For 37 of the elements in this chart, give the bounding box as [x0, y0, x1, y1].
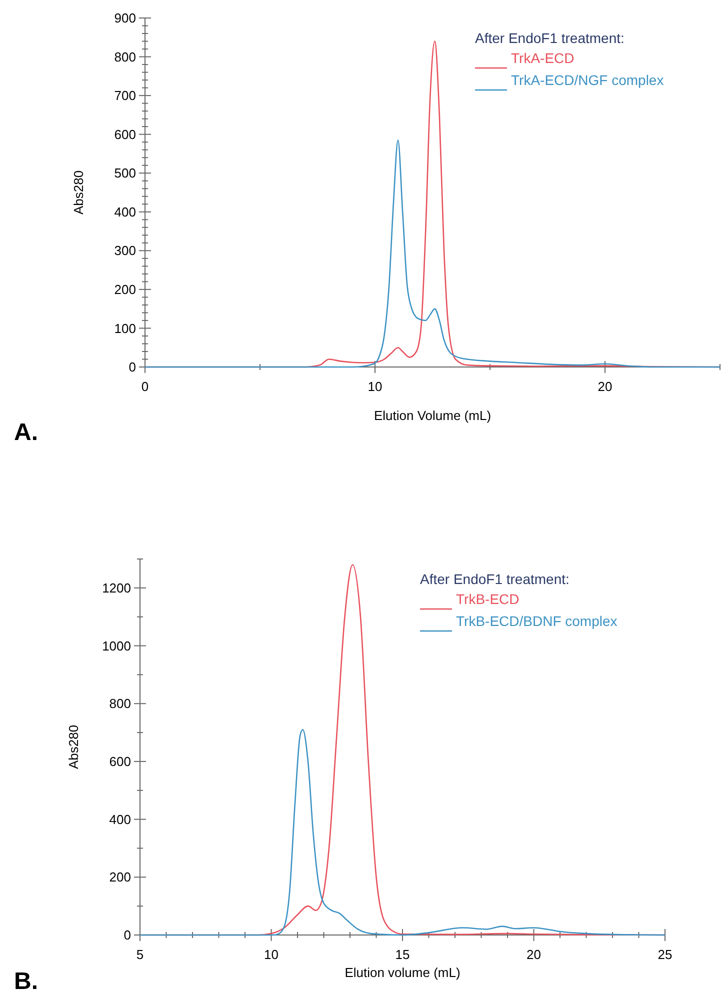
legend-title: After EndoF1 treatment:: [475, 30, 624, 46]
text: TrkA-ECD/NGF complex: [511, 72, 664, 88]
y-tick-label: 200: [109, 870, 131, 885]
x-tick-label: 0: [141, 379, 149, 394]
y-tick-label: 600: [109, 754, 131, 770]
y-tick-label: 900: [114, 10, 136, 26]
y-tick-label: 800: [109, 696, 131, 712]
y-tick-label: 1200: [102, 580, 131, 596]
y-tick-label: 400: [109, 812, 131, 827]
y-tick-label: 200: [114, 282, 136, 297]
text: B.: [14, 968, 38, 995]
x-tick-label: 5: [136, 947, 144, 962]
y-tick-label: 1000: [102, 638, 131, 654]
y-tick-label: 800: [114, 49, 136, 64]
x-tick-label: 20: [526, 947, 541, 962]
x-tick-label: 20: [598, 379, 612, 394]
text: TrkA-ECD: [511, 50, 574, 66]
y-axis-title: Abs280: [66, 724, 81, 770]
y-tick-label: 100: [114, 320, 136, 336]
x-tick-label: 10: [264, 947, 278, 962]
x-tick-label: 15: [395, 947, 410, 962]
x-axis-title: Elution Volume (mL): [374, 408, 492, 423]
text: A.: [14, 419, 38, 446]
x-tick-label: 10: [368, 379, 382, 394]
x-tick-label: 25: [658, 947, 672, 962]
y-tick-label: 300: [114, 243, 136, 258]
y-tick-label: 0: [128, 360, 136, 375]
legend-title: After EndoF1 treatment:: [420, 571, 570, 587]
y-tick-label: 400: [114, 204, 136, 220]
y-axis-title: Abs280: [71, 170, 86, 215]
y-tick-label: 600: [114, 126, 136, 142]
text: TrkB-ECD/BDNF complex: [456, 613, 618, 629]
y-tick-label: 0: [124, 928, 131, 943]
y-tick-label: 700: [114, 88, 136, 104]
text: TrkB-ECD: [456, 591, 520, 607]
x-axis-title: Elution volume (mL): [344, 965, 460, 980]
y-tick-label: 500: [114, 166, 136, 181]
